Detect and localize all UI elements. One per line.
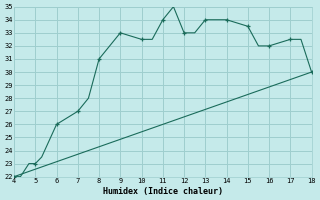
X-axis label: Humidex (Indice chaleur): Humidex (Indice chaleur)	[103, 187, 223, 196]
